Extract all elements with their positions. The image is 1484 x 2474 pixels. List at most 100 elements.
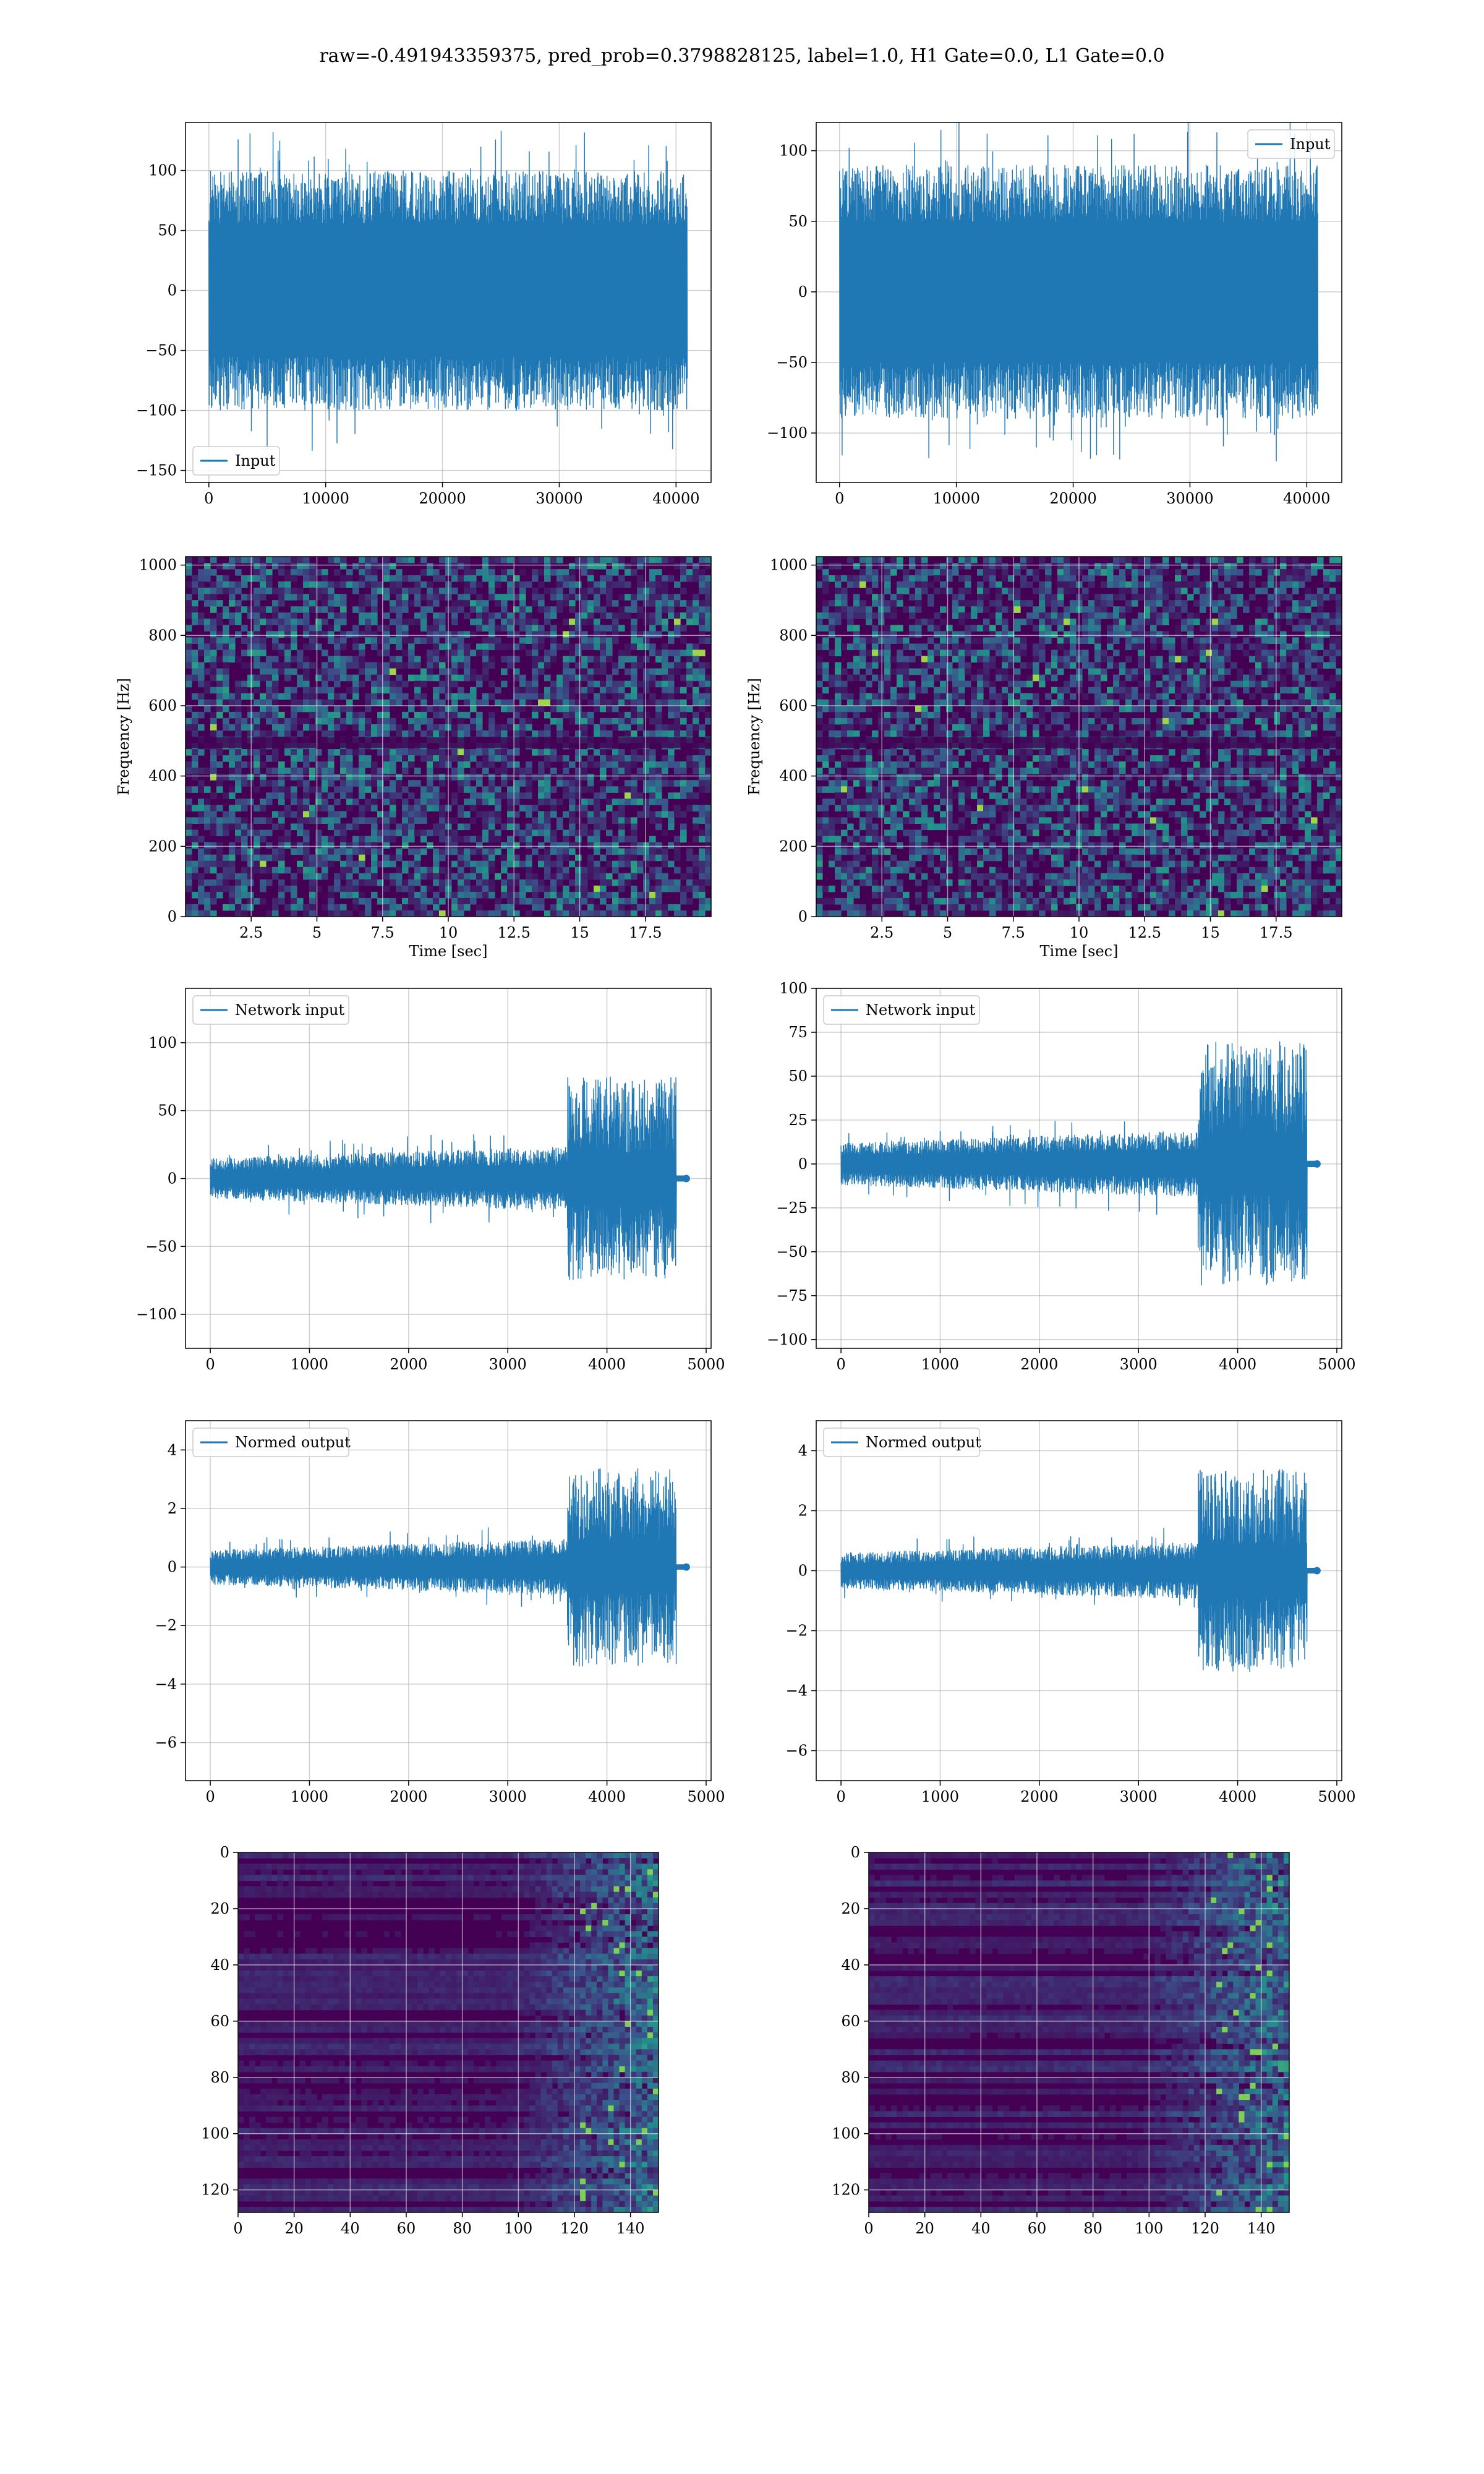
heatmap-cell — [322, 873, 328, 880]
heatmap-cell — [550, 643, 557, 651]
heatmap-cell — [526, 879, 532, 886]
heatmap-cell — [451, 656, 458, 663]
heatmap-cell — [223, 873, 229, 880]
heatmap-cell — [878, 637, 885, 644]
heatmap-cell — [587, 904, 594, 911]
heatmap-cell — [328, 836, 335, 843]
heatmap-cell — [254, 656, 260, 663]
heatmap-cell — [1039, 643, 1046, 651]
heatmap-cell — [371, 643, 378, 651]
heatmap-cell — [229, 594, 236, 601]
heatmap-cell — [835, 829, 842, 837]
heatmap-cell — [618, 879, 625, 886]
heatmap-cell — [210, 557, 217, 563]
heatmap-cell — [210, 761, 217, 768]
heatmap-cell — [260, 897, 267, 905]
heatmap-cell — [482, 656, 489, 663]
heatmap-cell — [841, 705, 848, 713]
heatmap-cell — [600, 786, 607, 793]
heatmap-cell — [934, 867, 940, 874]
heatmap-cell — [940, 910, 947, 917]
heatmap-cell — [204, 705, 211, 713]
heatmap-cell — [989, 600, 996, 607]
heatmap-cell — [284, 588, 291, 594]
heatmap-cell — [625, 724, 631, 731]
heatmap-cell — [1008, 798, 1015, 805]
heatmap-cell — [680, 897, 687, 905]
heatmap-cell — [606, 910, 613, 917]
heatmap-cell — [396, 637, 403, 644]
heatmap-cell — [322, 786, 328, 793]
heatmap-cell — [1033, 711, 1039, 719]
heatmap-cell — [513, 798, 520, 805]
heatmap-cell — [971, 755, 978, 762]
heatmap-cell — [420, 904, 427, 911]
heatmap-cell — [340, 643, 347, 651]
heatmap-cell — [451, 891, 458, 899]
heatmap-cell — [464, 904, 471, 911]
heatmap-cell — [674, 563, 681, 570]
heatmap-cell — [934, 674, 940, 682]
heatmap-cell — [470, 885, 477, 892]
heatmap-cell — [532, 897, 539, 905]
heatmap-cell — [872, 625, 879, 631]
heatmap-cell — [915, 649, 922, 657]
heatmap-cell — [266, 768, 273, 774]
heatmap-cell — [625, 786, 631, 793]
heatmap-cell — [482, 563, 489, 570]
heatmap-cell — [495, 836, 501, 843]
heatmap-cell — [272, 792, 279, 799]
heatmap-cell — [241, 879, 248, 886]
heatmap-cell — [631, 891, 638, 899]
heatmap-cell — [1002, 829, 1009, 837]
heatmap-cell — [550, 829, 557, 837]
heatmap-cell — [946, 557, 953, 563]
heatmap-cell — [414, 680, 421, 688]
heatmap-cell — [631, 817, 638, 824]
heatmap-cell — [612, 879, 619, 886]
heatmap-cell — [940, 730, 947, 737]
heatmap-cell — [396, 680, 403, 688]
heatmap-cell — [544, 761, 551, 768]
heatmap-cell — [940, 792, 947, 799]
heatmap-cell — [439, 897, 446, 905]
heatmap-cell — [247, 674, 254, 682]
heatmap-cell — [303, 569, 310, 576]
heatmap-cell — [977, 693, 984, 700]
heatmap-cell — [451, 755, 458, 762]
heatmap-cell — [408, 829, 415, 837]
heatmap-cell — [371, 836, 378, 843]
heatmap-cell — [322, 774, 328, 781]
heatmap-cell — [371, 823, 378, 831]
heatmap-cell — [631, 680, 638, 688]
heatmap-cell — [890, 699, 897, 706]
heatmap-cell — [1008, 879, 1015, 886]
heatmap-cell — [223, 656, 229, 663]
heatmap-cell — [909, 842, 916, 849]
heatmap-cell — [989, 656, 996, 663]
heatmap-cell — [223, 829, 229, 837]
heatmap-cell — [996, 668, 1002, 675]
heatmap-cell — [618, 625, 625, 631]
heatmap-cell — [1020, 854, 1027, 862]
heatmap-cell — [569, 761, 576, 768]
heatmap-cell — [637, 798, 644, 805]
heatmap-cell — [927, 879, 934, 886]
heatmap-cell — [989, 786, 996, 793]
heatmap-cell — [983, 656, 990, 663]
heatmap-cell — [1064, 823, 1070, 831]
heatmap-cell — [897, 674, 903, 682]
heatmap-cell — [934, 786, 940, 793]
heatmap-cell — [482, 848, 489, 855]
heatmap-cell — [934, 792, 940, 799]
heatmap-cell — [451, 612, 458, 619]
heatmap-cell — [872, 674, 879, 682]
heatmap-cell — [513, 897, 520, 905]
heatmap-cell — [1057, 749, 1064, 756]
heatmap-cell — [996, 643, 1002, 651]
heatmap-cell — [309, 885, 316, 892]
heatmap-cell — [847, 717, 854, 725]
heatmap-cell — [946, 879, 953, 886]
heatmap-cell — [550, 891, 557, 899]
heatmap-cell — [495, 848, 501, 855]
